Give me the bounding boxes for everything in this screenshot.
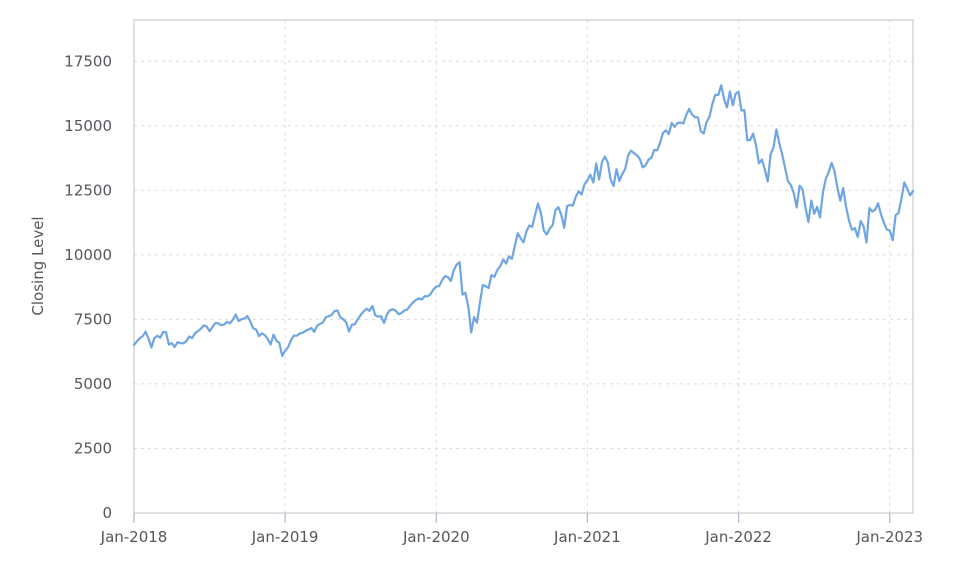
y-tick-label: 7500 [74,310,112,328]
x-tick-label: Jan-2019 [251,528,319,546]
x-tick-label: Jan-2023 [855,528,923,546]
x-tick-label: Jan-2020 [402,528,470,546]
plot-border [133,19,914,514]
y-tick-label: 2500 [74,440,112,458]
x-tick-label: Jan-2018 [100,528,168,546]
y-tick-label: 0 [102,504,112,522]
x-tick-label: Jan-2022 [704,528,772,546]
y-axis-title: Closing Level [29,216,47,316]
y-tick-label: 5000 [74,375,112,393]
x-tick-label: Jan-2021 [553,528,621,546]
y-tick-label: 12500 [64,181,112,199]
series-line-closing-level [132,84,915,357]
y-tick-label: 10000 [64,246,112,264]
y-tick-label: 15000 [64,117,112,135]
y-tick-label: 17500 [64,52,112,70]
